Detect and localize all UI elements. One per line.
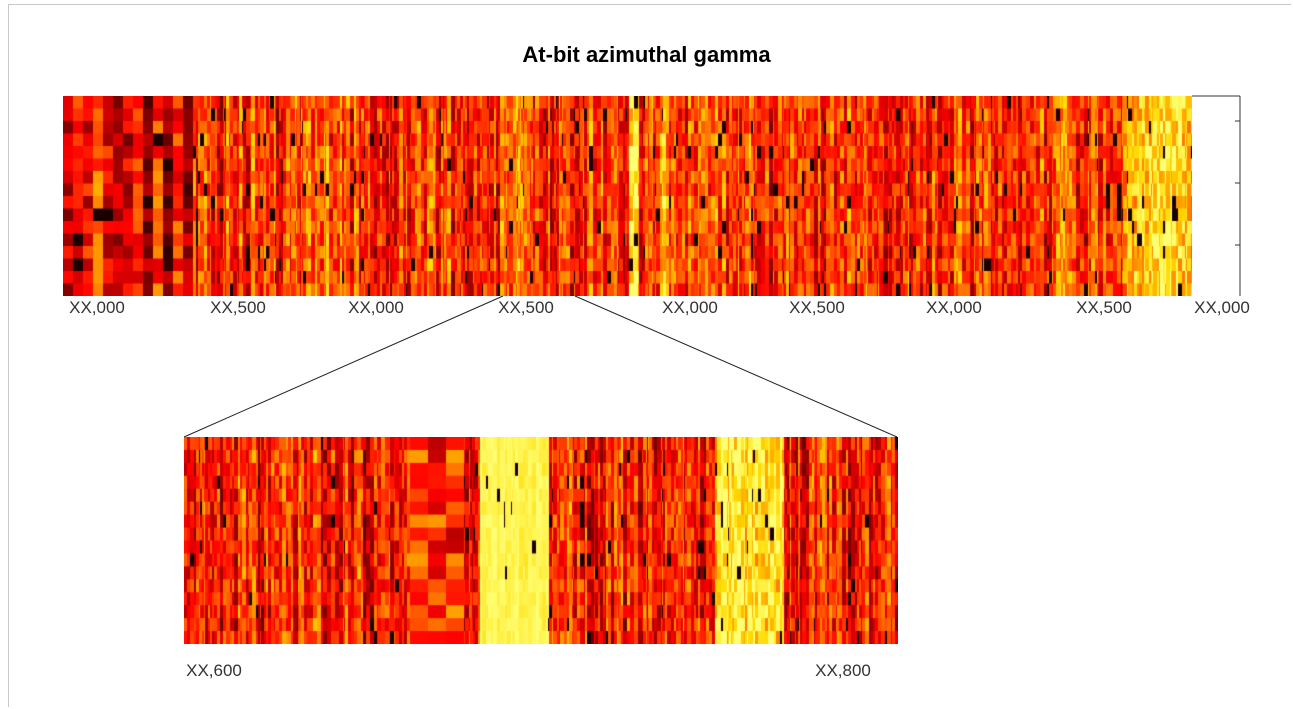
main-x-tick-7: XX,000	[926, 298, 982, 317]
zoom-connector-left	[183, 295, 504, 438]
main-x-tick-3: XX,000	[348, 298, 404, 317]
main-heatmap	[63, 96, 1192, 296]
main-x-tick-9: XX,000	[1194, 298, 1250, 317]
chart-frame	[8, 4, 1291, 707]
main-x-tick-8: XX,500	[1076, 298, 1132, 317]
main-x-tick-4: XX,500	[498, 298, 554, 317]
zoom-connector-right	[574, 295, 898, 438]
chart-title: At-bit azimuthal gamma	[522, 42, 771, 67]
main-x-tick-5: XX,000	[662, 298, 718, 317]
main-x-tick-1: XX,000	[69, 298, 125, 317]
main-x-tick-6: XX,500	[789, 298, 845, 317]
zoom-x-tick-1: XX,600	[186, 661, 242, 680]
zoom-heatmap	[184, 437, 898, 644]
main-x-tick-2: XX,500	[210, 298, 266, 317]
zoom-x-tick-2: XX,800	[815, 661, 871, 680]
